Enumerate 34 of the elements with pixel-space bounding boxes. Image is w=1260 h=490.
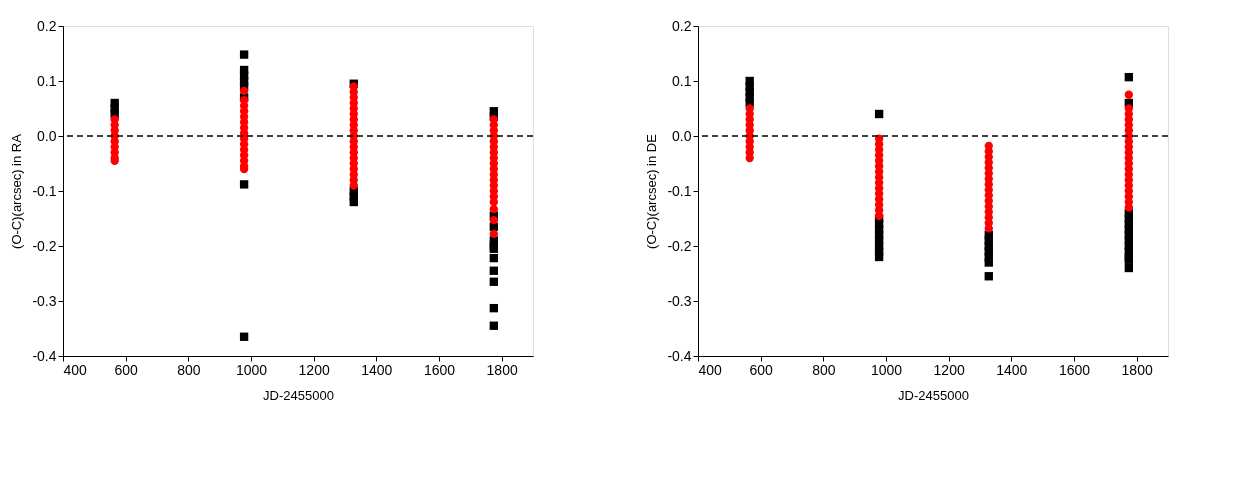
x-axis-title: JD-2455000: [898, 387, 969, 403]
y-tick-label: -0.2: [32, 237, 57, 254]
x-tick-label: 1800: [486, 361, 518, 378]
x-tick-label: 1600: [423, 361, 456, 378]
x-tick-label: 600: [114, 361, 139, 378]
x-tick-label: 600: [749, 361, 774, 378]
x-tick-label: 400: [698, 361, 723, 378]
y-axis-title: (O-C)(arcsec) in DE: [644, 133, 660, 249]
x-tick-label: 1000: [235, 361, 268, 378]
y-tick-label: 0.1: [37, 72, 57, 89]
y-tick-label: -0.4: [32, 347, 57, 364]
x-tick-label: 800: [812, 361, 836, 378]
y-tick-label: -0.2: [667, 237, 692, 254]
y-tick-label: -0.3: [32, 292, 57, 309]
x-tick-label: 800: [177, 361, 201, 378]
y-tick-label: -0.4: [667, 347, 692, 364]
x-tick-label: 1800: [1121, 361, 1153, 378]
x-tick-label: 1000: [870, 361, 903, 378]
y-axis-title: (O-C)(arcsec) in RA: [9, 133, 25, 249]
x-tick-label: 1200: [933, 361, 965, 378]
x-tick-label: 400: [63, 361, 88, 378]
y-tick-label: 0.2: [37, 17, 57, 34]
y-tick-label: -0.1: [32, 182, 57, 199]
y-tick-label: -0.3: [667, 292, 692, 309]
x-tick-label: 1400: [361, 361, 393, 378]
x-tick-label: 1200: [298, 361, 330, 378]
x-axis-title: JD-2455000: [263, 387, 334, 403]
y-tick-label: 0.0: [672, 127, 692, 144]
y-tick-label: 0.2: [672, 17, 692, 34]
y-tick-label: -0.1: [667, 182, 692, 199]
x-tick-label: 1400: [996, 361, 1028, 378]
x-tick-label: 1600: [1058, 361, 1091, 378]
y-tick-label: 0.0: [37, 127, 57, 144]
y-tick-label: 0.1: [672, 72, 692, 89]
